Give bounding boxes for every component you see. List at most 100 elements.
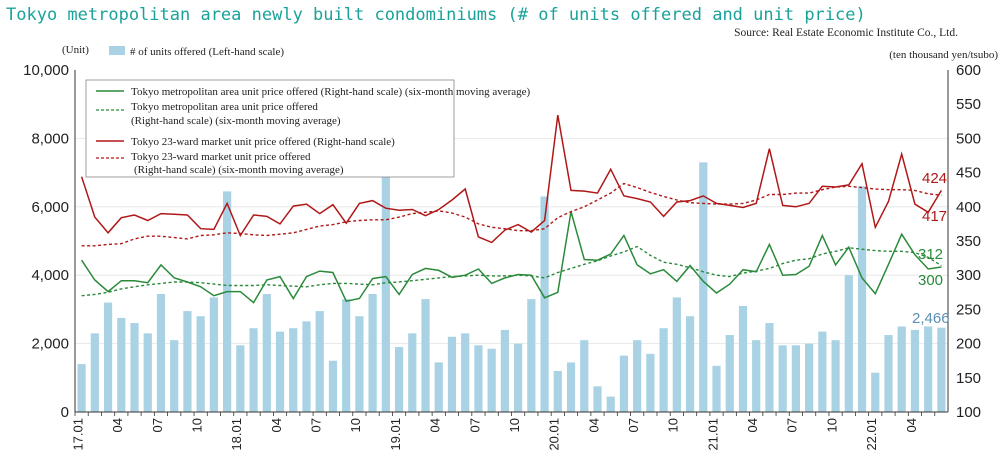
bar — [937, 327, 946, 412]
bar — [90, 333, 99, 412]
bar — [844, 275, 853, 412]
bars — [77, 157, 946, 412]
chart-title: Tokyo metropolitan area newly built cond… — [6, 5, 866, 25]
bar — [223, 191, 232, 412]
bar — [580, 340, 589, 412]
bar — [249, 328, 258, 412]
bar — [487, 348, 496, 412]
bar — [910, 329, 920, 412]
bar — [117, 317, 126, 412]
legend-label-green-dash-1: Tokyo metropolitan area unit price offer… — [131, 101, 318, 113]
series-line-3 — [80, 114, 943, 244]
bar-legend-swatch — [109, 46, 125, 55]
bar — [791, 345, 800, 412]
bar — [77, 364, 86, 412]
bar — [871, 372, 880, 412]
bar — [857, 186, 867, 412]
bar — [394, 347, 404, 412]
bar — [924, 326, 933, 412]
x-tick-label: 04 — [269, 418, 284, 432]
bar — [302, 321, 311, 412]
bar — [818, 331, 827, 412]
annotation-green-ma-last: 300 — [918, 272, 943, 289]
bar — [156, 294, 166, 412]
bar — [368, 294, 377, 412]
annotation-red-ma-last: 417 — [922, 208, 947, 225]
right-tick-label: 200 — [956, 336, 981, 353]
bar — [275, 331, 285, 412]
legend-label-green-dash-2: (Right-hand scale) (six-month moving ave… — [131, 115, 341, 127]
bar — [659, 328, 668, 412]
x-tick-label: 07 — [626, 418, 641, 432]
bar — [196, 316, 205, 412]
series-line-1 — [80, 211, 942, 304]
x-tick-label: 22.01 — [864, 418, 879, 451]
bar — [461, 333, 470, 412]
right-tick-label: 400 — [956, 199, 981, 216]
legend-label-red-dash-1: Tokyo 23-ward market unit price offered — [131, 151, 311, 163]
x-tick-label: 10 — [666, 418, 681, 432]
x-tick-label: 20.01 — [547, 418, 562, 451]
left-tick-label: 8,000 — [31, 130, 69, 147]
x-tick-label: 18.01 — [229, 418, 244, 451]
annotation-red-last: 424 — [922, 170, 947, 187]
bar — [408, 333, 417, 412]
bar — [342, 299, 351, 412]
bar — [725, 335, 734, 412]
bar — [474, 345, 483, 412]
x-tick-label: 04 — [110, 418, 125, 432]
x-tick-label: 07 — [467, 418, 482, 432]
right-tick-label: 100 — [956, 404, 981, 421]
bar — [262, 294, 271, 412]
bar — [805, 343, 814, 412]
x-tick-label: 07 — [309, 418, 324, 432]
x-tick-label: 10 — [507, 418, 522, 432]
legend-label-red-dash-2: (Right-hand scale) (six-month moving ave… — [134, 164, 344, 176]
bar — [447, 336, 457, 412]
bar — [434, 362, 443, 412]
bar — [619, 355, 629, 412]
left-tick-label: 10,000 — [23, 62, 69, 79]
bar — [699, 162, 708, 412]
bar — [553, 370, 562, 412]
x-tick-label: 10 — [189, 418, 204, 432]
bar — [328, 360, 338, 412]
right-tick-label: 450 — [956, 165, 981, 182]
legend-label-red-line: Tokyo 23-ward market unit price offered … — [131, 136, 395, 148]
bar — [566, 362, 576, 412]
tick-labels: 0 2,000 4,000 6,000 8,000 10,000 100 150 200 250 3… — [23, 62, 981, 451]
annotation-green-last: 312 — [918, 246, 943, 263]
x-tick-label: 10 — [348, 418, 363, 432]
bar — [103, 302, 113, 412]
right-axis-unit: (ten thousand yen/tsubo) — [889, 49, 998, 61]
chart-source: Source: Real Estate Economic Institute C… — [734, 27, 958, 39]
bar — [143, 333, 152, 412]
annotation-bar-last: 2,466 — [912, 310, 950, 327]
x-tick-label: 17.01 — [70, 418, 85, 451]
bar — [897, 326, 906, 412]
bar — [633, 340, 642, 412]
right-tick-label: 300 — [956, 267, 981, 284]
lines — [80, 114, 943, 304]
bar — [421, 299, 430, 412]
bar — [315, 311, 324, 412]
series-line-4 — [81, 182, 942, 247]
bar — [884, 335, 893, 412]
right-tick-label: 350 — [956, 233, 981, 250]
bar — [606, 396, 615, 412]
bar — [752, 340, 761, 412]
line-legend: Tokyo metropolitan area unit price offer… — [85, 79, 531, 178]
series-line-2 — [81, 245, 942, 297]
bar — [672, 297, 681, 412]
legend-box — [85, 79, 455, 178]
bar — [527, 299, 536, 412]
bar — [540, 196, 549, 412]
bar — [500, 329, 509, 412]
bar — [130, 323, 139, 412]
legend-label-green-line: Tokyo metropolitan area unit price offer… — [131, 86, 531, 98]
right-tick-label: 250 — [956, 301, 981, 318]
bar — [831, 340, 840, 412]
bar — [765, 323, 774, 412]
bar — [355, 316, 364, 412]
x-tick-label: 04 — [745, 418, 760, 432]
